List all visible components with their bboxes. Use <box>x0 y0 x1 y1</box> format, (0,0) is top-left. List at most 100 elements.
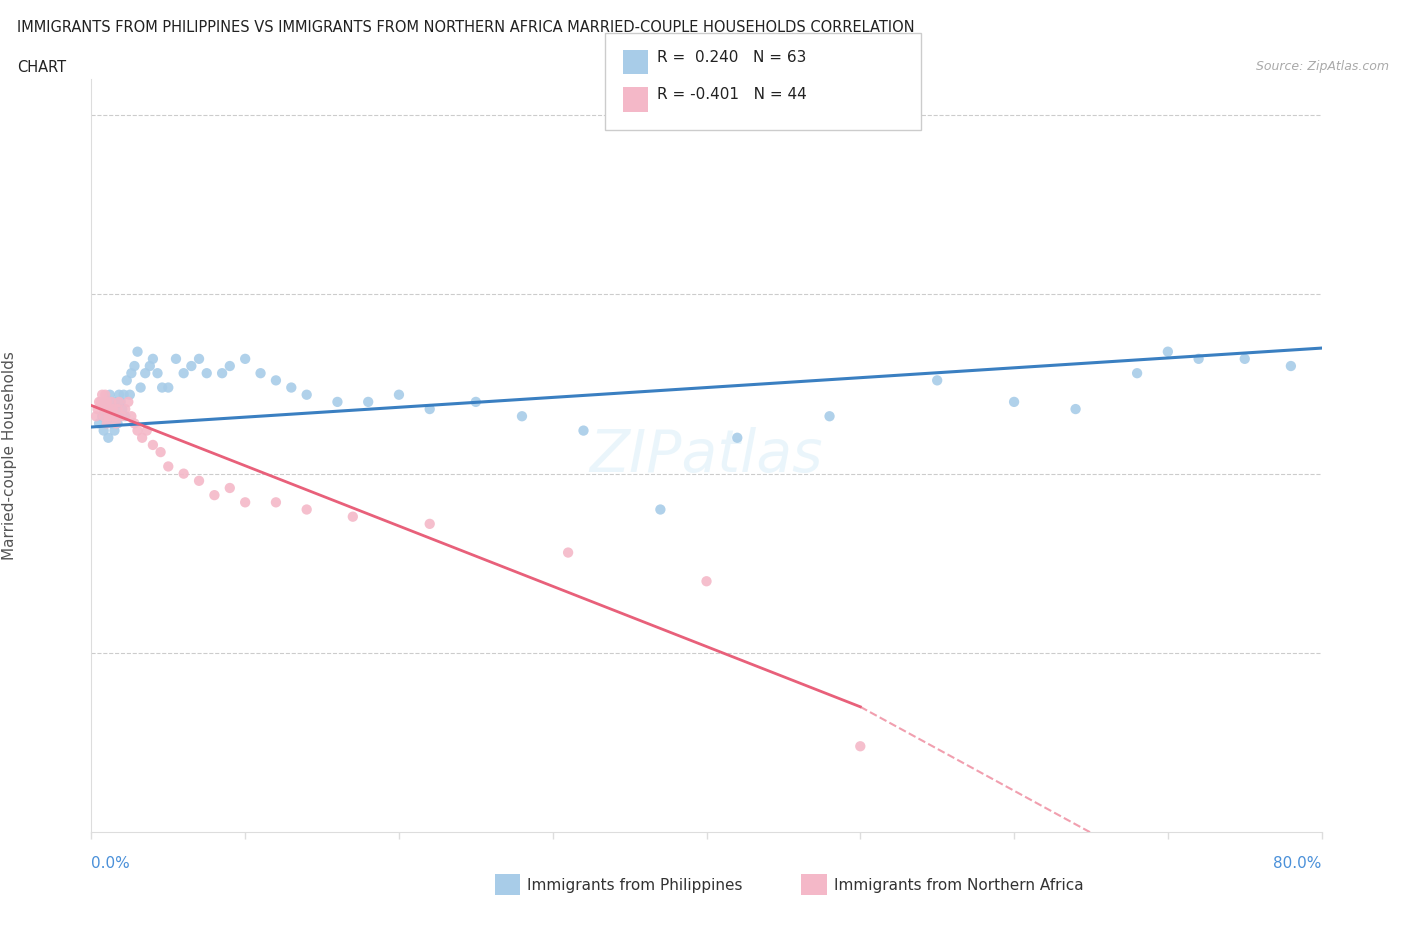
Point <box>157 459 180 474</box>
Point <box>195 365 218 380</box>
Point <box>100 394 122 409</box>
Point <box>173 365 195 380</box>
Point <box>218 481 240 496</box>
Point <box>419 402 441 417</box>
Y-axis label: Married-couple Households: Married-couple Households <box>3 352 17 560</box>
Point <box>107 402 129 417</box>
Point <box>280 380 302 395</box>
Point <box>124 359 146 374</box>
Point <box>150 380 173 395</box>
Point <box>101 402 124 417</box>
Point <box>188 352 211 366</box>
Point <box>86 402 108 417</box>
Point <box>127 423 149 438</box>
Text: Immigrants from Philippines: Immigrants from Philippines <box>527 878 742 893</box>
Point <box>108 409 131 424</box>
Point <box>510 409 533 424</box>
Point <box>115 373 138 388</box>
Point <box>264 373 287 388</box>
Point <box>1002 394 1025 409</box>
Point <box>96 394 118 409</box>
Point <box>173 466 195 481</box>
Point <box>105 409 127 424</box>
Point <box>111 409 134 424</box>
Point <box>118 387 141 402</box>
Point <box>108 394 131 409</box>
Point <box>114 402 136 417</box>
Text: CHART: CHART <box>17 60 66 75</box>
Point <box>103 394 125 409</box>
Point <box>572 423 595 438</box>
Point <box>87 416 110 431</box>
Point <box>93 423 115 438</box>
Point <box>1233 352 1256 366</box>
Point <box>93 409 115 424</box>
Point <box>98 409 121 424</box>
Point <box>233 495 256 510</box>
Point <box>96 402 118 417</box>
Point <box>124 416 146 431</box>
Point <box>114 409 136 424</box>
Point <box>98 409 121 424</box>
Point <box>91 394 114 409</box>
Point <box>188 473 211 488</box>
Text: 80.0%: 80.0% <box>1274 856 1322 870</box>
Point <box>180 359 202 374</box>
Point <box>94 394 117 409</box>
Text: Source: ZipAtlas.com: Source: ZipAtlas.com <box>1256 60 1389 73</box>
Point <box>927 373 949 388</box>
Text: 0.0%: 0.0% <box>91 856 131 870</box>
Point <box>295 502 318 517</box>
Point <box>129 380 152 395</box>
Point <box>202 487 225 502</box>
Text: R =  0.240   N = 63: R = 0.240 N = 63 <box>657 50 806 65</box>
Point <box>1279 359 1302 374</box>
Point <box>127 344 149 359</box>
Point <box>165 352 187 366</box>
Point <box>96 416 118 431</box>
Point <box>464 394 486 409</box>
Point <box>1064 402 1087 417</box>
Point <box>557 545 579 560</box>
Point <box>149 445 172 459</box>
Point <box>342 510 364 525</box>
Point <box>157 380 180 395</box>
Point <box>135 423 157 438</box>
Point <box>849 738 872 753</box>
Point <box>87 394 110 409</box>
Point <box>650 502 672 517</box>
Point <box>91 387 114 402</box>
Point <box>94 402 117 417</box>
Point <box>112 387 135 402</box>
Point <box>97 402 120 417</box>
Point <box>249 365 271 380</box>
Point <box>419 516 441 531</box>
Point <box>818 409 841 424</box>
Point <box>264 495 287 510</box>
Point <box>97 409 120 424</box>
Text: IMMIGRANTS FROM PHILIPPINES VS IMMIGRANTS FROM NORTHERN AFRICA MARRIED-COUPLE HO: IMMIGRANTS FROM PHILIPPINES VS IMMIGRANT… <box>17 20 914 35</box>
Point <box>120 365 142 380</box>
Point <box>295 387 318 402</box>
Point <box>98 387 121 402</box>
Point <box>103 423 125 438</box>
Point <box>107 416 129 431</box>
Point <box>91 409 114 424</box>
Point <box>218 359 240 374</box>
Point <box>326 394 349 409</box>
Text: Immigrants from Northern Africa: Immigrants from Northern Africa <box>834 878 1084 893</box>
Point <box>146 365 169 380</box>
Point <box>90 394 112 409</box>
Point <box>103 409 125 424</box>
Point <box>117 394 139 409</box>
Point <box>111 402 134 417</box>
Point <box>142 352 165 366</box>
Point <box>97 431 120 445</box>
Point <box>100 416 122 431</box>
Point <box>131 431 153 445</box>
Point <box>357 394 380 409</box>
Point <box>211 365 233 380</box>
Point <box>101 402 124 417</box>
Point <box>388 387 411 402</box>
Point <box>105 416 127 431</box>
